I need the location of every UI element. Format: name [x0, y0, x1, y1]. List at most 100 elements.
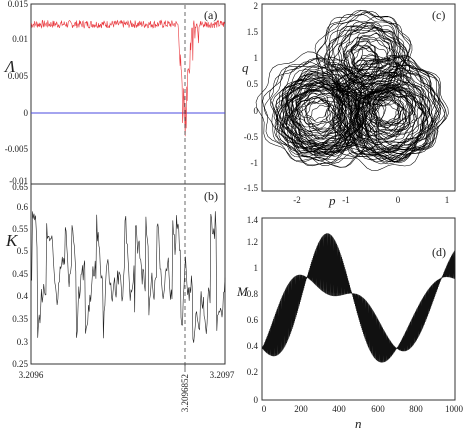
- panel-d-ytick-5: 0.4: [247, 341, 259, 351]
- panel-c: (c) q p 2 1.5 1 0.5 0 -0.5 -1 -1.5 -2 -1…: [242, 1, 456, 208]
- attractor-loop-128: [332, 25, 409, 104]
- attractor-loop-101: [338, 56, 446, 162]
- panel-c-xtick-3: 1: [445, 195, 450, 205]
- attractor-loop-19: [304, 86, 342, 123]
- panel-b-ytick-3: 0.5: [17, 246, 29, 256]
- attractor-loop-132: [340, 36, 391, 88]
- attractor-loop-72: [352, 85, 427, 159]
- attractor-loop-117: [314, 10, 408, 105]
- attractor-loop-95: [339, 55, 449, 163]
- panel-b-ytick-4: 0.45: [12, 269, 28, 279]
- panel-d-xtick-2: 400: [332, 404, 346, 414]
- marker-label: 3.2096852: [180, 374, 190, 412]
- panel-a-ytick-4: -0.005: [5, 144, 29, 154]
- attractor-loop-76: [370, 104, 401, 134]
- panel-d-ytick-6: 0.2: [247, 367, 258, 377]
- panel-d-m-series: [261, 233, 455, 363]
- panel-b-ytick-2: 0.55: [12, 224, 28, 234]
- attractor-loop-134: [315, 9, 413, 110]
- attractor-loop-89: [343, 60, 447, 161]
- panel-d-ytick-3: 0.8: [247, 289, 259, 299]
- panel-c-xtick-2: 0: [396, 195, 401, 205]
- panel-c-xlabel: p: [328, 193, 336, 208]
- attractor-loop-93: [362, 85, 423, 144]
- panel-d-xtick-3: 600: [371, 404, 385, 414]
- panel-c-ytick-0: 2: [254, 1, 259, 11]
- panel-c-ytick-6: -1: [251, 158, 259, 168]
- panel-c-ytick-4: 0: [254, 106, 259, 116]
- attractor-loop-83: [349, 69, 440, 157]
- panel-d-ytick-2: 1: [254, 263, 259, 273]
- panel-d-xtick-1: 200: [294, 404, 308, 414]
- panel-d-ytick-7: 0: [254, 395, 259, 405]
- panel-d-label: (d): [432, 245, 446, 259]
- panel-c-ytick-3: 0.5: [247, 79, 259, 89]
- attractor-loop-30: [263, 61, 362, 158]
- attractor-loop-96: [355, 91, 407, 141]
- attractor-loop-46: [283, 70, 378, 164]
- attractor-loop-26: [291, 82, 339, 129]
- attractor-loop-54: [275, 65, 379, 166]
- panel-b-label: (b): [204, 189, 218, 203]
- panel-d-xlabel: n: [355, 416, 362, 431]
- panel-b-ytick-7: 0.3: [17, 337, 29, 347]
- attractor-loop-85: [325, 59, 439, 171]
- attractor-loop-116: [316, 13, 408, 106]
- panel-c-xtick-0: -2: [293, 195, 301, 205]
- attractor-loop-67: [373, 93, 412, 131]
- panel-a-ytick-5: -0.01: [9, 176, 28, 186]
- panel-b-ytick-6: 0.35: [12, 314, 28, 324]
- panel-a-ytick-0: 0.015: [8, 0, 29, 9]
- panel-b-ytick-1: 0.6: [17, 202, 29, 212]
- attractor-loop-135: [328, 22, 406, 101]
- attractor-loop-103: [375, 94, 415, 133]
- panel-d-xtick-5: 1000: [445, 404, 464, 414]
- panel-a-frame: [30, 3, 226, 185]
- panel-c-ytick-2: 1: [254, 53, 259, 63]
- panel-c-ylabel: q: [242, 60, 249, 75]
- attractor-loop-104: [337, 70, 431, 163]
- panel-b-ytick-8: 0.25: [12, 359, 28, 369]
- panel-c-ytick-7: -1.5: [244, 183, 259, 193]
- attractor-loop-99: [365, 90, 427, 150]
- panel-d: (d) M n 1.4 1.2 1 0.8 0.6 0.4 0.2 0 0 20…: [236, 215, 464, 431]
- attractor-loop-137: [361, 37, 393, 70]
- attractor-loop-84: [341, 78, 418, 154]
- panel-d-ytick-0: 1.4: [247, 215, 259, 225]
- panel-b-xtick-1: 3.2097: [210, 370, 235, 380]
- attractor-loop-92: [354, 80, 408, 132]
- attractor-loop-109: [371, 96, 399, 124]
- attractor-loop-63: [372, 92, 404, 124]
- panel-a-ytick-2: 0.005: [8, 71, 29, 81]
- panel-b-ylabel: K: [5, 231, 19, 250]
- panel-a: (a) Λ 0.015 0.01 0.005 0 -0.005 -0.01: [3, 0, 226, 186]
- panel-b-ytick-0: 0.65: [12, 182, 28, 192]
- panel-d-xtick-0: 0: [262, 404, 267, 414]
- attractor-loop-107: [338, 62, 438, 160]
- attractor-loop-125: [349, 40, 377, 68]
- attractor-loop-44: [296, 92, 330, 125]
- panel-a-label: (a): [204, 8, 217, 22]
- attractor-loop-139: [343, 44, 378, 79]
- panel-a-ylabel: Λ: [3, 57, 16, 76]
- panel-a-ytick-1: 0.01: [12, 34, 28, 44]
- attractor-loop-108: [353, 82, 436, 162]
- panel-b-k-series: [30, 211, 226, 343]
- panel-d-xtick-4: 800: [409, 404, 423, 414]
- attractor-loop-138: [330, 30, 398, 98]
- attractor-loop-119: [345, 39, 399, 93]
- attractor-loop-47: [298, 90, 330, 121]
- attractor-loop-45: [290, 97, 340, 146]
- panel-d-ylabel: M: [236, 284, 249, 299]
- panel-c-frame: [261, 3, 456, 192]
- panel-b: (b) K 0.65 0.6 0.55 0.5 0.45 0.4 0.35 0.…: [5, 182, 235, 380]
- attractor-loop-64: [332, 72, 429, 165]
- panel-c-attractor: [255, 9, 449, 171]
- panel-d-frame: [261, 217, 456, 401]
- attractor-loop-133: [324, 19, 398, 95]
- panel-c-label: (c): [432, 8, 445, 22]
- attractor-loop-48: [291, 82, 361, 151]
- attractor-loop-123: [341, 15, 411, 86]
- panel-a-lyapunov-series: [30, 19, 226, 137]
